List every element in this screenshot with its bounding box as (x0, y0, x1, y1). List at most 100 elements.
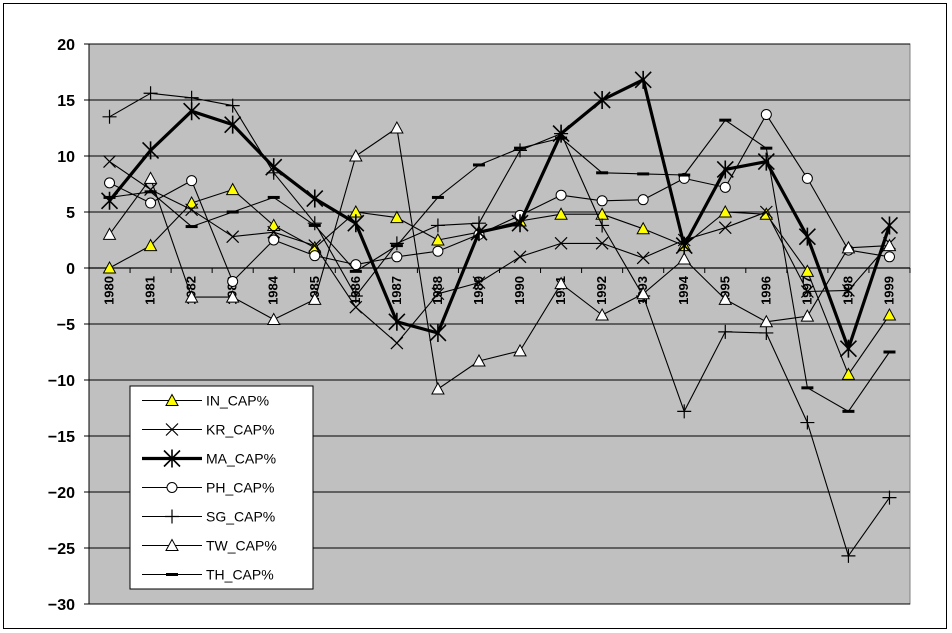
series-line (109, 161, 890, 344)
series-tw-cap (102, 120, 897, 395)
data-point (634, 70, 652, 89)
data-point (184, 290, 199, 303)
data-point (163, 449, 181, 468)
data-point (143, 238, 158, 252)
data-point (839, 339, 857, 358)
x-tick-label: 1995 (717, 276, 732, 305)
data-point (102, 227, 117, 240)
data-point (185, 203, 199, 217)
data-point (636, 286, 651, 300)
data-point (145, 197, 157, 209)
data-point (429, 323, 447, 342)
x-tick-label: 1994 (676, 275, 691, 305)
data-point (165, 509, 179, 524)
series-line (109, 127, 890, 390)
data-point (349, 300, 363, 314)
legend-label: PH_CAP% (206, 480, 274, 496)
data-point (841, 367, 856, 380)
data-point (143, 171, 158, 184)
data-point (227, 275, 239, 287)
legend-label: TH_CAP% (206, 567, 274, 583)
data-point (677, 404, 692, 419)
data-point (801, 172, 813, 184)
legend-item: MA_CAP% (142, 449, 276, 468)
data-point (307, 216, 322, 231)
data-point (718, 204, 733, 218)
legend-item: KR_CAP% (142, 422, 274, 438)
y-tick-label: −20 (48, 485, 75, 502)
x-tick-label: 1992 (594, 276, 609, 305)
data-point (759, 207, 774, 220)
data-point (102, 109, 117, 124)
data-point (388, 312, 406, 331)
data-point (266, 218, 281, 231)
data-point (759, 205, 773, 219)
data-point (268, 234, 280, 246)
data-point (431, 287, 445, 301)
data-point (165, 423, 179, 436)
data-point (347, 214, 365, 233)
data-point (430, 218, 445, 233)
data-point (165, 538, 179, 551)
data-point (593, 91, 611, 109)
data-point (719, 181, 731, 193)
data-point (841, 240, 856, 254)
data-point (636, 251, 650, 265)
series-th-cap (103, 118, 896, 413)
y-axis-ticks: 20 15 10 5 0 −5 −10 −15 −20 −25 −30 (48, 37, 90, 614)
data-point (431, 381, 445, 395)
data-point (882, 307, 897, 321)
data-point (555, 189, 567, 201)
series-line (109, 114, 890, 282)
data-point (165, 393, 179, 406)
series-layer (100, 70, 899, 563)
data-point (841, 548, 856, 563)
data-point (307, 292, 322, 305)
data-point (309, 250, 321, 262)
data-point (513, 250, 527, 264)
x-tick-label: 1999 (881, 276, 896, 305)
x-tick-label: 1981 (143, 276, 158, 305)
data-point (800, 285, 814, 298)
data-point (184, 195, 199, 209)
legend-label: SG_CAP% (206, 509, 275, 525)
data-point (800, 309, 815, 322)
data-point (183, 102, 201, 121)
y-tick-label: −25 (48, 541, 75, 558)
data-point (226, 230, 240, 244)
y-tick-label: 5 (66, 205, 75, 222)
data-point (166, 482, 178, 493)
legend-label: KR_CAP% (206, 422, 274, 438)
data-point (265, 158, 283, 177)
data-point (757, 152, 775, 171)
data-point (389, 236, 404, 251)
legend-item: SG_CAP% (142, 509, 275, 525)
legend: IN_CAP% KR_CAP% MA_CAP% PH_CAP% SG_CAP% TW_CA… (129, 385, 314, 590)
x-tick-label: 1980 (102, 276, 117, 305)
data-point (637, 194, 649, 206)
data-point (554, 207, 568, 220)
data-point (554, 236, 568, 250)
data-point (595, 307, 609, 321)
data-point (225, 182, 240, 196)
data-point (675, 236, 693, 255)
data-point (760, 109, 772, 121)
y-tick-label: 10 (57, 149, 75, 166)
data-point (718, 324, 733, 339)
data-point (224, 115, 242, 134)
x-tick-label: 1984 (266, 275, 281, 305)
y-tick-label: −10 (48, 373, 75, 390)
y-tick-label: 0 (66, 261, 75, 278)
data-point (883, 251, 895, 263)
data-point (142, 141, 160, 160)
y-tick-label: 15 (57, 93, 75, 110)
data-point (882, 238, 897, 252)
x-tick-label: 1989 (471, 276, 486, 305)
data-point (759, 314, 774, 328)
data-point (391, 251, 403, 263)
legend-item: PH_CAP% (142, 480, 274, 496)
x-tick-label: 1985 (307, 276, 322, 305)
data-point (472, 276, 486, 289)
data-point (596, 195, 608, 207)
y-tick-label: −5 (57, 317, 75, 334)
